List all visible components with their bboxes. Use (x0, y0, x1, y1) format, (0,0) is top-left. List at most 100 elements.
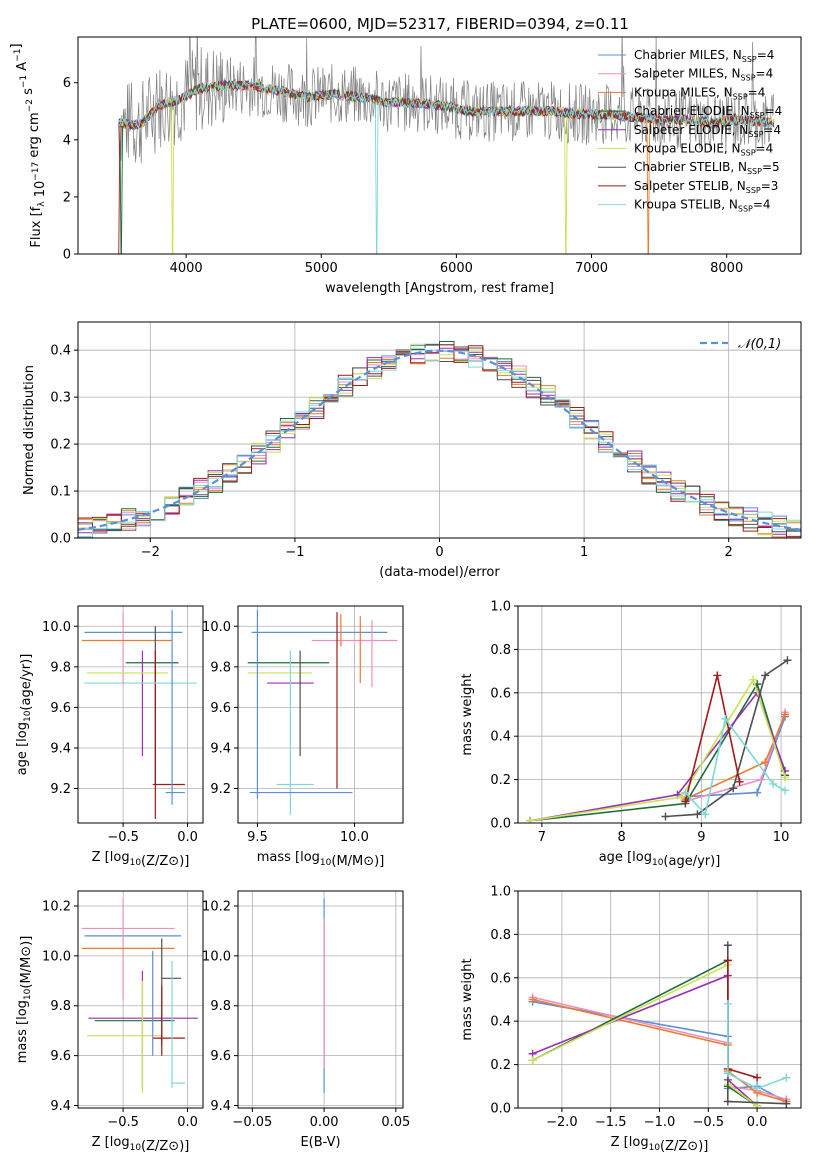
y-tick-label: 10.0 (202, 949, 231, 964)
y-axis-label: mass weight (460, 673, 475, 755)
panel-weight-vs-age: 7 8 9 10 0.0 0.2 0.4 0.6 0.8 1.0 age [log10(age/yr… (460, 600, 802, 869)
model-spectrum-line (118, 80, 775, 254)
figure-title: PLATE=0600, MJD=52317, FIBERID=0394, z=0… (251, 15, 629, 33)
x-tick-label: 1 (580, 545, 588, 560)
y-axis-label: mass [log10(M/M⊙)] (15, 936, 34, 1064)
x-axis-label: mass [log10(M/M⊙)] (257, 850, 385, 869)
weight-point (693, 810, 702, 819)
weight-point (721, 714, 730, 723)
y-tick-label: 0.3 (50, 391, 71, 406)
y-tick-label: 9.8 (210, 999, 231, 1014)
y-tick-label: 9.2 (50, 782, 71, 797)
x-axis-label: Z [log10(Z/Z⊙)] (611, 1135, 709, 1154)
residual-histogram (78, 347, 801, 537)
y-tick-label: 0.4 (50, 344, 71, 359)
data-spectrum-line (118, 37, 775, 164)
panel-age-vs-mass: 9.5 10.0 9.2 9.4 9.6 9.8 10.0 mass [log10(M/M⊙)… (202, 605, 404, 869)
x-axis-label: age [log10(age/yr)] (599, 850, 721, 869)
weight-point (525, 816, 534, 823)
y-tick-label: 0.4 (490, 1015, 511, 1030)
x-tick-label: −2.0 (546, 1115, 578, 1130)
y-tick-label: 0.6 (490, 686, 511, 701)
y-tick-label: 0.4 (490, 730, 511, 745)
axes-frame (77, 605, 204, 824)
x-tick-label: −1.0 (644, 1115, 676, 1130)
weight-point (661, 812, 670, 821)
x-tick-label: 0.00 (310, 1115, 339, 1130)
y-tick-label: 0.2 (50, 438, 71, 453)
legend-label: Salpeter ELODIE, NSSP=4 (634, 123, 781, 139)
x-tick-label: 0.0 (177, 830, 198, 845)
weight-point (753, 1084, 762, 1093)
panel-mass-vs-Z: −0.5 0.0 9.4 9.6 9.8 10.0 10.2 Z [log10(Z/Z⊙)] m… (15, 890, 204, 1154)
x-tick-label: 0 (435, 545, 443, 560)
y-axis-label: Normed distribution (22, 365, 37, 495)
y-axis-label: mass weight (460, 958, 475, 1040)
y-tick-label: 1.0 (490, 600, 511, 615)
x-tick-label: 9.5 (247, 830, 268, 845)
x-tick-label: 4000 (170, 261, 203, 276)
axes-frame (77, 890, 204, 1109)
x-tick-label: −2 (141, 545, 160, 560)
y-tick-label: 9.6 (50, 1049, 71, 1064)
y-tick-label: 0.8 (490, 928, 511, 943)
weight-point (781, 786, 790, 795)
x-tick-label: −0.5 (107, 830, 139, 845)
y-tick-label: 0.6 (490, 971, 511, 986)
axes-frame (237, 605, 404, 824)
x-tick-label: 5000 (305, 261, 338, 276)
weight-point (528, 1056, 537, 1065)
normal-reference-curve (78, 349, 801, 531)
weight-point (681, 788, 690, 797)
axes-frame (237, 890, 404, 1109)
x-tick-label: 0.0 (177, 1115, 198, 1130)
plot-area (78, 341, 801, 538)
plot-area (118, 37, 775, 254)
y-tick-label: 9.8 (50, 999, 71, 1014)
panel-spectrum: 4000 5000 6000 7000 8000 0 2 4 6 wavelength [Angs… (9, 36, 802, 296)
legend-label: Salpeter STELIB, NSSP=3 (634, 179, 778, 195)
weight-point (761, 671, 770, 680)
x-axis-label: E(B-V) (300, 1135, 340, 1150)
weight-point (723, 1069, 732, 1078)
panel-weight-vs-Z: −2.0 −1.5 −1.0 −0.5 0.0 0.0 0.2 0.4 0.6 0.8 1.0 Z [… (460, 885, 802, 1154)
weight-point (681, 797, 690, 806)
x-axis-label: (data-model)/error (379, 565, 500, 580)
y-axis-label: age [log10(age/yr)] (15, 654, 34, 776)
plot-area (525, 656, 792, 823)
y-tick-label: 0.1 (50, 485, 71, 500)
x-tick-label: 8 (617, 830, 625, 845)
x-axis-label: Z [log10(Z/Z⊙)] (92, 850, 190, 869)
legend-label: Chabrier STELIB, NSSP=5 (634, 160, 780, 176)
weight-point (723, 941, 732, 950)
x-tick-label: −1 (285, 545, 304, 560)
weight-point (677, 792, 686, 801)
y-tick-label: 9.4 (50, 741, 71, 756)
y-tick-label: 10.0 (202, 620, 231, 635)
weight-point (781, 773, 790, 782)
y-tick-label: 9.8 (50, 660, 71, 675)
y-tick-label: 0.0 (490, 817, 511, 832)
weight-series-line (529, 677, 786, 822)
y-tick-label: 10.2 (202, 899, 231, 914)
weight-point (753, 1073, 762, 1082)
y-tick-label: 0.8 (490, 643, 511, 658)
y-tick-label: 9.6 (50, 701, 71, 716)
legend-label: Chabrier MILES, NSSP=4 (634, 48, 774, 64)
y-tick-label: 10.0 (42, 949, 71, 964)
legend-label: Kroupa MILES, NSSP=4 (634, 85, 765, 101)
y-tick-label: 2 (63, 190, 71, 205)
legend-label: Salpeter MILES, NSSP=4 (634, 67, 773, 83)
y-tick-label: 0 (63, 248, 71, 263)
weight-point (757, 775, 766, 784)
y-tick-label: 9.8 (210, 660, 231, 675)
y-tick-label: 10.0 (42, 620, 71, 635)
x-tick-label: 10.0 (340, 830, 369, 845)
legend-label: Chabrier ELODIE, NSSP=4 (634, 104, 782, 120)
plot-area (81, 898, 198, 1094)
y-tick-label: 9.4 (50, 1099, 71, 1114)
weight-point (782, 1073, 791, 1082)
model-spectrum-line (118, 79, 775, 254)
x-tick-label: 2 (725, 545, 733, 560)
